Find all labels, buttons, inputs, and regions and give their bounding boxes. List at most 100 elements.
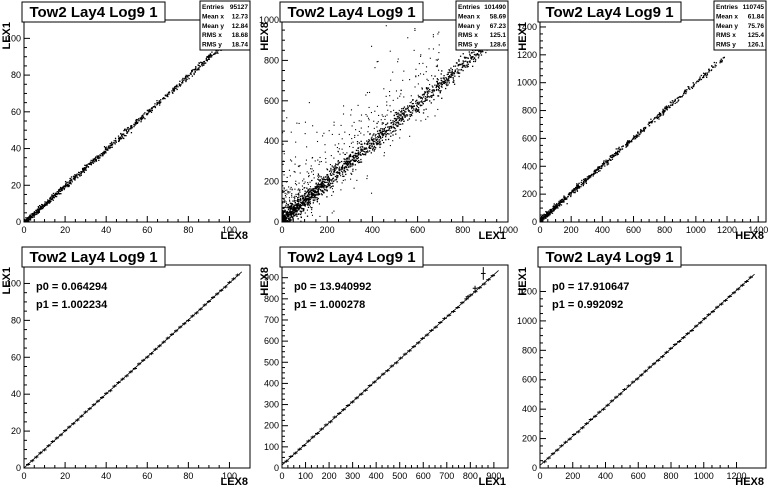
data-point bbox=[292, 214, 295, 216]
outlier-point bbox=[288, 214, 290, 216]
data-point bbox=[204, 62, 206, 64]
outlier-point bbox=[313, 190, 315, 192]
data-point bbox=[382, 130, 385, 132]
outlier-point bbox=[356, 143, 359, 145]
outlier-point bbox=[314, 187, 316, 189]
data-point bbox=[291, 203, 293, 205]
outlier-point bbox=[319, 185, 321, 187]
x-tick-label: 400 bbox=[598, 471, 613, 481]
data-point bbox=[99, 157, 101, 159]
data-point bbox=[545, 215, 548, 218]
outlier-point bbox=[343, 105, 345, 107]
data-point bbox=[600, 165, 602, 167]
data-point bbox=[380, 133, 383, 135]
data-point bbox=[317, 188, 320, 190]
data-point bbox=[680, 96, 682, 98]
data-point bbox=[375, 147, 377, 149]
outlier-point bbox=[310, 211, 313, 214]
data-point bbox=[576, 187, 578, 189]
outlier-point bbox=[298, 192, 300, 194]
data-point bbox=[134, 124, 136, 126]
outlier-point bbox=[311, 191, 313, 194]
outlier-point bbox=[393, 114, 395, 116]
data-point bbox=[446, 78, 448, 80]
data-point bbox=[187, 76, 189, 78]
outlier-point bbox=[371, 146, 373, 148]
data-point bbox=[478, 54, 480, 56]
outlier-point bbox=[303, 200, 305, 202]
stat-value: 75.76 bbox=[748, 23, 765, 30]
outlier-point bbox=[321, 184, 323, 187]
outlier-point bbox=[437, 108, 439, 111]
data-point bbox=[549, 214, 551, 216]
data-point bbox=[440, 77, 442, 79]
data-point bbox=[110, 144, 112, 147]
data-point bbox=[338, 172, 340, 174]
data-point bbox=[150, 107, 153, 109]
data-point bbox=[350, 173, 353, 175]
outlier-point bbox=[403, 96, 405, 98]
data-point bbox=[307, 197, 309, 200]
data-point bbox=[368, 150, 371, 152]
data-point bbox=[314, 189, 316, 192]
data-point bbox=[369, 133, 371, 135]
data-point bbox=[678, 99, 680, 101]
data-point bbox=[550, 210, 553, 213]
data-point bbox=[290, 214, 293, 216]
data-point bbox=[311, 189, 313, 192]
data-point bbox=[128, 128, 130, 130]
x-tick-label: 600 bbox=[626, 225, 641, 235]
data-point bbox=[209, 55, 211, 57]
outlier-point bbox=[304, 205, 306, 207]
data-point bbox=[445, 77, 447, 79]
data-point bbox=[454, 75, 456, 77]
title-frame bbox=[279, 1, 424, 23]
data-point bbox=[167, 95, 169, 98]
outlier-point bbox=[394, 120, 397, 122]
data-point bbox=[41, 203, 43, 206]
data-point bbox=[368, 140, 371, 142]
data-point bbox=[564, 196, 566, 199]
data-point bbox=[126, 127, 129, 129]
data-point bbox=[281, 222, 282, 223]
data-point bbox=[447, 80, 449, 82]
outlier-point bbox=[317, 175, 319, 177]
outlier-point bbox=[400, 89, 402, 91]
data-point bbox=[129, 126, 132, 128]
data-point bbox=[700, 74, 702, 77]
data-point bbox=[385, 129, 388, 132]
data-point bbox=[396, 124, 398, 127]
data-point bbox=[78, 171, 80, 174]
data-point bbox=[662, 114, 664, 116]
data-point bbox=[295, 210, 297, 212]
outlier-point bbox=[283, 188, 285, 190]
data-point bbox=[290, 206, 292, 208]
data-point bbox=[119, 138, 122, 140]
stat-label: RMS x bbox=[202, 32, 222, 39]
outlier-point bbox=[356, 179, 358, 181]
x-tick-label: 900 bbox=[486, 471, 501, 481]
outlier-point bbox=[394, 112, 396, 114]
y-tick-label: 600 bbox=[264, 96, 279, 106]
data-point bbox=[213, 53, 215, 55]
data-point bbox=[402, 118, 404, 120]
title-frame bbox=[537, 1, 682, 23]
data-point bbox=[326, 173, 329, 176]
data-point bbox=[322, 183, 325, 185]
data-point bbox=[559, 199, 561, 202]
data-point bbox=[293, 200, 295, 202]
data-point bbox=[292, 204, 294, 206]
data-point bbox=[713, 61, 715, 64]
data-point bbox=[406, 105, 409, 107]
outlier-point bbox=[436, 64, 439, 66]
data-point bbox=[284, 219, 286, 221]
data-point bbox=[582, 181, 585, 183]
data-point bbox=[312, 194, 314, 196]
outlier-point bbox=[322, 135, 324, 137]
data-point bbox=[654, 117, 656, 119]
outlier-point bbox=[344, 153, 347, 156]
data-point bbox=[611, 154, 614, 156]
data-point bbox=[356, 155, 358, 157]
data-point bbox=[314, 197, 317, 199]
y-tick-label: 0 bbox=[16, 463, 21, 473]
